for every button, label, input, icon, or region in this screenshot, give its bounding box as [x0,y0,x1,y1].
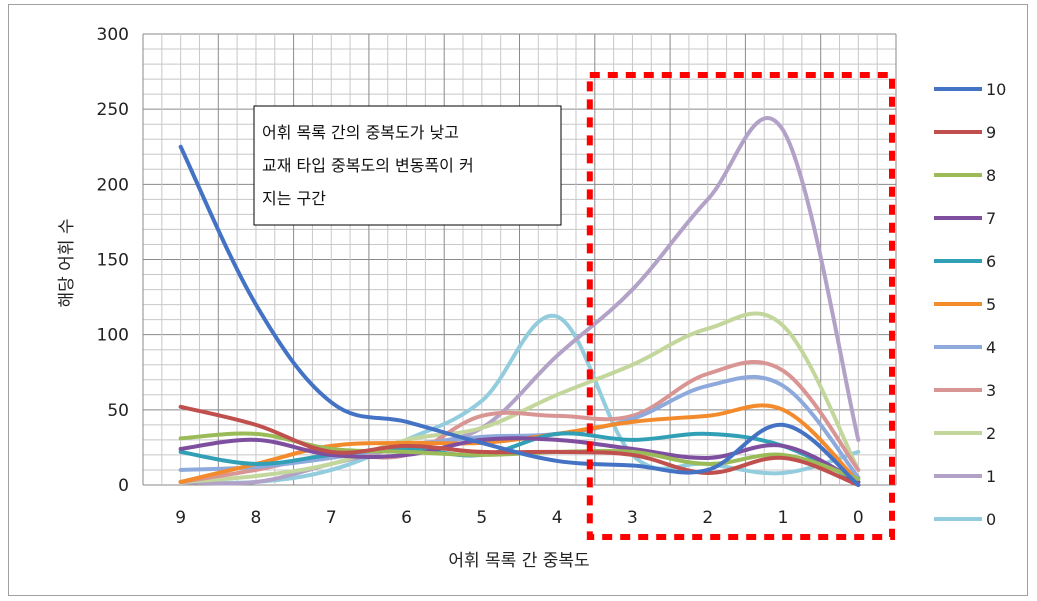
legend-label-8: 8 [986,166,996,185]
y-tick-label: 300 [97,25,129,45]
legend-label-1: 1 [986,467,996,486]
x-tick-label: 1 [778,508,789,528]
gridlines [142,33,897,486]
legend-label-10: 10 [986,80,1006,99]
annotation-line-1: 어휘 목록 간의 중복도가 낮고 [262,123,459,142]
x-tick-label: 8 [251,508,262,528]
y-tick-labels: 0 50 100 150 200 250 300 [97,25,129,496]
legend-label-5: 5 [986,295,996,314]
x-tick-label: 3 [627,508,638,528]
x-tick-label: 9 [175,508,186,528]
y-axis-title: 해당 어휘 수 [57,218,77,307]
y-tick-label: 150 [97,251,129,271]
x-tick-label: 5 [476,508,487,528]
y-tick-label: 0 [118,476,129,496]
annotation-box: 어휘 목록 간의 중복도가 낮고 교재 타입 중복도의 변동폭이 커 지는 구간 [253,105,562,226]
x-tick-label: 4 [552,508,563,528]
legend-label-9: 9 [986,123,996,142]
legend-label-4: 4 [986,338,996,357]
series-line-2 [178,311,861,484]
legend-label-6: 6 [986,252,996,271]
series-lines [178,116,861,487]
annotation-line-3: 지는 구간 [262,189,326,208]
series-line-7 [178,436,861,484]
legend-label-0: 0 [986,510,996,529]
highlight-box [586,72,895,540]
series-line-10 [178,144,861,487]
x-tick-labels: 9 8 7 6 5 4 3 2 1 0 [175,508,864,528]
x-tick-label: 6 [401,508,412,528]
y-tick-label: 50 [107,401,129,421]
x-tick-label: 7 [326,508,337,528]
legend-label-3: 3 [986,381,996,400]
x-tick-label: 2 [702,508,713,528]
x-axis-title: 어휘 목록 간 중복도 [448,551,589,571]
y-tick-label: 250 [97,100,129,120]
legend-label-7: 7 [986,209,996,228]
annotation-line-2: 교재 타입 중복도의 변동폭이 커 [262,156,474,175]
y-tick-label: 100 [97,326,129,346]
x-tick-label: 0 [853,508,864,528]
legend-label-2: 2 [986,424,996,443]
y-tick-label: 200 [97,175,129,195]
